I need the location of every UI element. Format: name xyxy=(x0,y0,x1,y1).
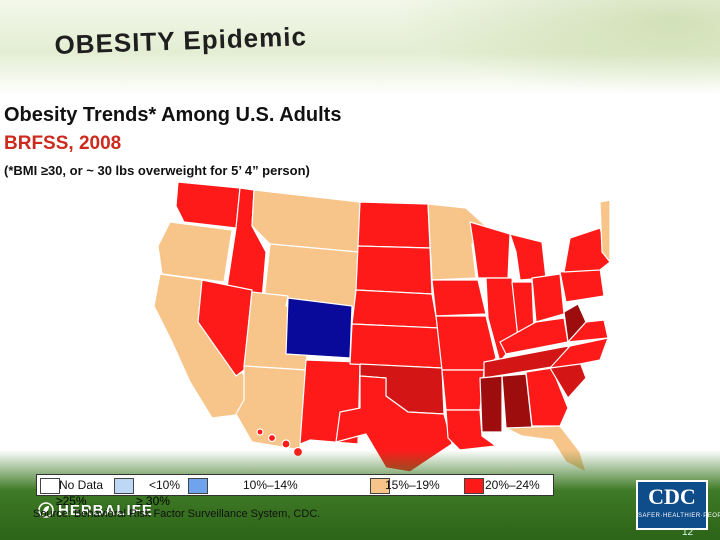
state-washington xyxy=(175,182,241,229)
legend-swatch-no-data xyxy=(40,478,60,494)
legend-swatch-15-19 xyxy=(370,478,390,494)
state-ohio xyxy=(531,273,565,323)
state-montana xyxy=(251,189,361,253)
state-louisiana xyxy=(445,409,497,451)
state-georgia xyxy=(525,367,569,427)
legend-swatch-lt10 xyxy=(114,478,134,494)
page-number: 12 xyxy=(682,527,694,538)
state-hawaii-island-3 xyxy=(281,439,291,449)
legend-swatch-10-14 xyxy=(188,478,208,494)
cdc-logo-tagline: SAFER·HEALTHIER·PEOPLE xyxy=(638,513,720,519)
state-oregon xyxy=(157,221,233,283)
source-citation: Source: Behavioral Risk Factor Surveilla… xyxy=(33,508,321,520)
state-wisconsin xyxy=(469,221,511,279)
state-kansas xyxy=(349,323,443,369)
state-mississippi xyxy=(479,375,503,433)
herbalife-leaf-icon xyxy=(38,502,54,518)
bmi-footnote: (*BMI ≥30, or ~ 30 lbs overweight for 5’… xyxy=(4,163,310,178)
legend-swatch-20-24 xyxy=(464,478,484,494)
legend-label-no-data: No Data xyxy=(59,478,104,492)
state-texas xyxy=(335,375,453,472)
herbalife-logo: HERBALIFE xyxy=(58,502,153,519)
state-virginia xyxy=(567,319,609,343)
legend-label-ge30: ≥ 30% xyxy=(136,494,170,508)
state-south-dakota xyxy=(355,245,433,295)
state-colorado xyxy=(285,297,353,359)
legend-label-10-14: 10%–14% xyxy=(243,478,298,492)
state-michigan xyxy=(509,233,547,281)
cdc-logo-text: CDC xyxy=(648,484,696,509)
state-nevada xyxy=(197,279,253,377)
state-nebraska xyxy=(351,289,439,329)
us-obesity-map xyxy=(153,182,610,472)
header-band xyxy=(0,0,720,95)
state-arkansas xyxy=(441,369,485,411)
state-iowa xyxy=(431,279,487,317)
map-title: Obesity Trends* Among U.S. Adults xyxy=(4,104,342,126)
state-pennsylvania xyxy=(559,267,605,303)
state-hawaii-island-2 xyxy=(267,433,277,443)
legend-label-lt10: <10% xyxy=(149,478,181,492)
state-new-york xyxy=(563,227,610,273)
state-north-dakota xyxy=(357,201,431,249)
map-legend: No Data <10% 10%–14% 15%–19% 20%–24% xyxy=(36,474,554,496)
header-decoration xyxy=(390,0,720,95)
legend-label-15-19: 15%–19% xyxy=(385,478,440,492)
legend-label-20-24: 20%–24% xyxy=(485,478,540,492)
state-new-england xyxy=(599,199,610,263)
state-hawaii-island-1 xyxy=(256,428,264,436)
survey-label: BRFSS, 2008 xyxy=(4,133,122,154)
state-north-carolina xyxy=(549,337,609,369)
cdc-logo: CDC SAFER·HEALTHIER·PEOPLE xyxy=(636,480,720,530)
legend-label-25-29: ≥25% xyxy=(56,494,87,508)
